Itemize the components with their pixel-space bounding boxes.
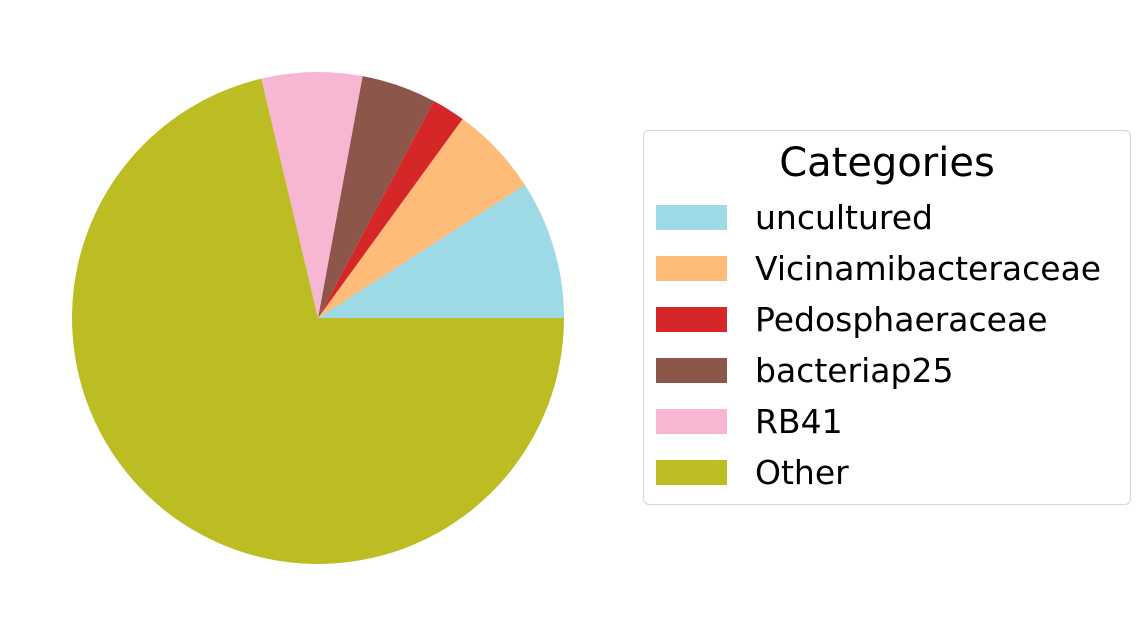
pie-slice-rb41 — [261, 71, 363, 318]
legend-title: Categories — [779, 140, 995, 186]
legend: Categories uncultured Vicinamibacteraceae… — [643, 130, 1131, 505]
legend-label: RB41 — [755, 401, 843, 441]
legend-swatch — [656, 205, 727, 230]
legend-entry: Pedosphaeraceae — [656, 294, 1101, 345]
legend-label: uncultured — [755, 197, 934, 237]
pie-slice-uncultured — [318, 184, 564, 318]
legend-swatch — [656, 256, 727, 281]
pie-slice-vicinamibacteraceae — [318, 118, 525, 318]
legend-label: bacteriap25 — [755, 350, 954, 390]
pie-slice-other — [71, 78, 564, 565]
legend-label: Pedosphaeraceae — [755, 299, 1048, 339]
legend-swatch — [656, 409, 727, 434]
legend-swatch — [656, 460, 727, 485]
legend-entries: uncultured Vicinamibacteraceae Pedosphaera… — [656, 192, 1101, 498]
legend-entry: uncultured — [656, 192, 1101, 243]
pie-slice-pedosphaeraceae — [318, 100, 463, 319]
pie-slice-bacteriap25 — [318, 76, 434, 318]
legend-entry: Vicinamibacteraceae — [656, 243, 1101, 294]
pie-slices — [71, 71, 564, 565]
legend-entry: RB41 — [656, 396, 1101, 447]
legend-swatch — [656, 307, 727, 332]
legend-swatch — [656, 358, 727, 383]
legend-entry: bacteriap25 — [656, 345, 1101, 396]
legend-label: Vicinamibacteraceae — [755, 248, 1102, 288]
legend-entry: Other — [656, 447, 1101, 498]
legend-label: Other — [755, 452, 849, 492]
